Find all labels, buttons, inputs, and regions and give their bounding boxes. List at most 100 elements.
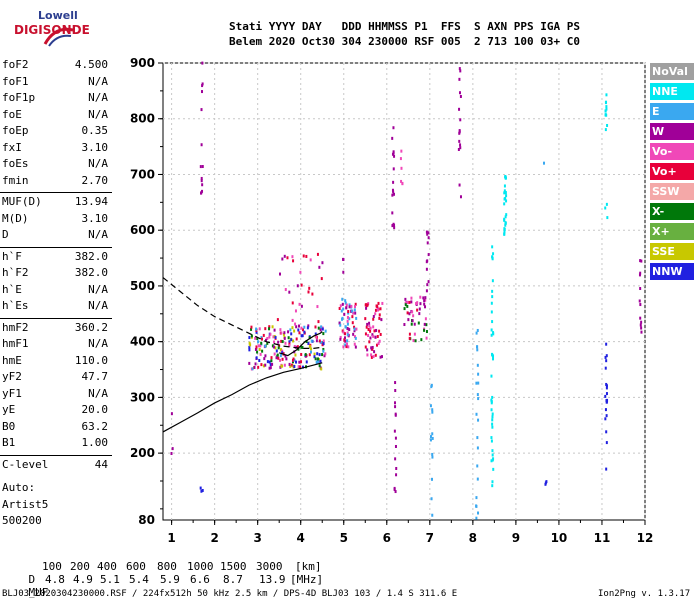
echo-point — [288, 344, 291, 348]
echo-point — [309, 350, 312, 354]
echo-point — [308, 286, 311, 290]
echo-point — [320, 277, 323, 281]
echo-point — [476, 363, 479, 367]
muf-value: 4.8 — [45, 573, 65, 586]
echo-point — [503, 202, 506, 206]
echo-point — [248, 341, 251, 345]
param-name: C-level — [2, 457, 49, 471]
echo-point — [285, 357, 288, 361]
y-tick-label: 300 — [130, 390, 155, 404]
echo-point — [605, 441, 608, 445]
echo-point — [291, 318, 294, 322]
plot-frame — [162, 62, 646, 521]
echo-point — [475, 504, 478, 508]
echo-point — [429, 435, 432, 439]
echo-point — [503, 191, 506, 195]
echo-point — [314, 325, 317, 329]
echo-point — [427, 253, 430, 257]
auto-label: Auto: — [2, 481, 36, 494]
echo-point — [264, 327, 267, 331]
echo-point — [394, 381, 397, 385]
legend-item: NoVal — [650, 63, 694, 80]
echo-point — [274, 335, 277, 339]
echo-point — [288, 342, 291, 346]
param-name: hmE — [2, 353, 22, 367]
echo-point — [491, 279, 494, 283]
param-value: N/A — [88, 282, 108, 296]
echo-point — [459, 94, 462, 98]
param-value: 0.35 — [81, 124, 109, 137]
echo-point — [299, 270, 302, 274]
echo-point — [324, 352, 327, 356]
param-separator — [0, 246, 112, 248]
param-value: N/A — [88, 107, 108, 121]
echo-point — [346, 319, 349, 323]
echo-point — [490, 439, 493, 443]
echo-point — [344, 343, 347, 347]
echo-point — [284, 288, 287, 292]
echo-point — [319, 359, 322, 363]
echo-point — [170, 412, 173, 416]
echo-point — [391, 193, 394, 197]
echo-point — [458, 130, 461, 134]
echo-point — [426, 259, 429, 263]
echo-point — [348, 328, 351, 332]
param-name: hmF1 — [2, 337, 29, 350]
echo-point — [491, 484, 494, 488]
legend-item: W — [650, 123, 694, 140]
echo-point — [340, 309, 343, 313]
echo-point — [423, 328, 426, 332]
echo-point — [317, 326, 320, 330]
echo-point — [477, 511, 480, 515]
param-name: foEp — [2, 124, 29, 137]
echo-point — [639, 303, 642, 307]
echo-point — [606, 216, 609, 220]
echo-point — [379, 307, 382, 311]
echo-point — [200, 108, 203, 112]
echo-point — [605, 430, 608, 434]
echo-point — [279, 365, 282, 369]
echo-point — [341, 316, 344, 320]
echo-point — [283, 336, 286, 340]
echo-point — [431, 436, 434, 440]
echo-point — [315, 335, 318, 339]
echo-point — [490, 301, 493, 305]
echo-point — [425, 330, 428, 334]
echo-point — [301, 334, 304, 338]
echo-point — [395, 466, 398, 470]
echo-point — [339, 337, 342, 341]
d-value: 100 — [42, 560, 62, 573]
echo-point — [275, 349, 278, 353]
echo-point — [491, 352, 494, 356]
echo-point — [368, 321, 371, 325]
echo-point — [250, 325, 253, 329]
echo-point — [341, 302, 344, 306]
echo-point — [604, 113, 607, 117]
param-value: N/A — [88, 299, 108, 312]
echo-point — [605, 107, 608, 111]
x-tick-label: 4 — [297, 531, 305, 545]
d-unit: [km] — [295, 560, 322, 573]
echo-point — [491, 245, 494, 249]
x-tick-label: 10 — [551, 531, 568, 545]
d-value: 1000 — [187, 560, 214, 573]
legend-item: SSE — [650, 243, 694, 260]
echo-point — [492, 252, 495, 256]
echo-point — [374, 353, 377, 357]
d-value: 600 — [126, 560, 146, 573]
param-name: foE — [2, 107, 22, 121]
param-name: M(D) — [2, 211, 29, 225]
echo-point — [281, 257, 284, 261]
echo-point — [294, 309, 297, 313]
auto-code: 500200 — [2, 514, 42, 527]
echo-point — [459, 69, 462, 73]
echo-point — [324, 329, 327, 333]
echo-point — [264, 363, 267, 367]
echo-point — [264, 354, 267, 358]
echo-point — [640, 259, 643, 263]
echo-point — [475, 496, 478, 500]
echo-point — [257, 365, 260, 369]
echo-point — [352, 311, 355, 315]
x-tick-label: 7 — [426, 531, 434, 545]
echo-point — [259, 344, 262, 348]
